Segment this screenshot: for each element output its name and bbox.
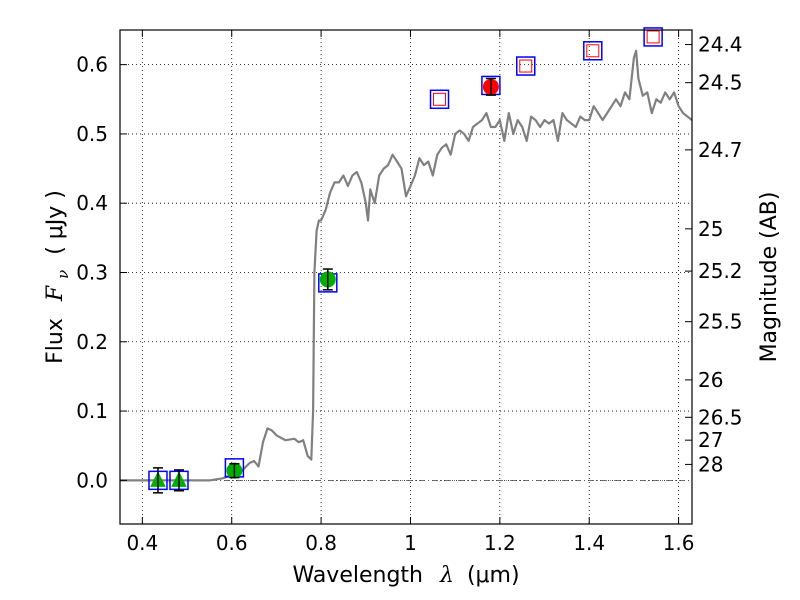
magnitude-axis-title: Magnitude (AB)	[757, 192, 782, 363]
grid	[120, 30, 692, 524]
upper-limit-marker	[519, 59, 533, 73]
x-axis-ticks: 0.4 0.6 0.8 1 1.2 1.4 1.6	[126, 30, 695, 555]
plot-frame	[119, 29, 693, 525]
x-tick-label: 0.8	[305, 531, 337, 555]
x-tick-label: 1.2	[484, 531, 516, 555]
x-tick-label: 1.6	[663, 531, 695, 555]
x-tick-label: 0.4	[126, 531, 158, 555]
y-axis-symbol: F	[43, 285, 68, 302]
magnitude-tick-label: 24.4	[698, 33, 743, 57]
model-photometry-box	[643, 27, 663, 47]
magnitude-tick-label: 24.7	[698, 138, 743, 162]
x-axis-label: Wavelength	[292, 563, 423, 588]
x-axis-symbol: λ	[439, 563, 454, 588]
model-photometry-box	[429, 89, 450, 110]
y-tick-label: 0.1	[76, 399, 108, 423]
plot-area	[120, 49, 692, 482]
x-tick-label: 0.6	[216, 531, 248, 555]
y-tick-label: 0.2	[76, 330, 108, 354]
y-tick-label: 0.0	[76, 468, 108, 492]
magnitude-tick-label: 27	[698, 428, 723, 452]
model-photometry-box	[516, 56, 536, 76]
magnitude-tick-label: 28	[698, 452, 723, 476]
y-axis-subscript: ν	[54, 270, 72, 279]
y-tick-label: 0.5	[76, 122, 108, 146]
model-photometry-box	[583, 41, 603, 61]
y-tick-label: 0.4	[76, 191, 108, 215]
magnitude-tick-label: 25.5	[698, 310, 743, 334]
y-tick-label: 0.6	[76, 53, 108, 77]
magnitude-tick-label: 26	[698, 368, 723, 392]
magnitude-tick-label: 25.2	[698, 259, 743, 283]
x-axis-title: Wavelength λ (μm)	[292, 563, 519, 588]
y-axis-ticks: 0.0 0.1 0.2 0.3 0.4 0.5 0.6	[76, 53, 127, 492]
y-axis-title: Flux F ν ( μJy )	[43, 190, 74, 364]
magnitude-tick-label: 24.5	[698, 71, 743, 95]
y-axis-unit: ( μJy )	[43, 190, 68, 255]
upper-limit-marker	[433, 92, 447, 106]
x-axis-unit: (μm)	[467, 563, 520, 588]
y-tick-label: 0.3	[76, 260, 108, 284]
y-axis-label: Flux	[43, 318, 68, 364]
magnitude-tick-label: 25	[698, 217, 723, 241]
markers-overflow	[148, 27, 663, 494]
magnitude-tick-label: 26.5	[698, 405, 743, 429]
model-spectrum-line	[120, 49, 692, 482]
upper-limit-marker	[646, 30, 660, 44]
upper-limit-marker	[586, 44, 600, 58]
x-tick-label: 1	[404, 531, 417, 555]
x-tick-label: 1.4	[573, 531, 605, 555]
